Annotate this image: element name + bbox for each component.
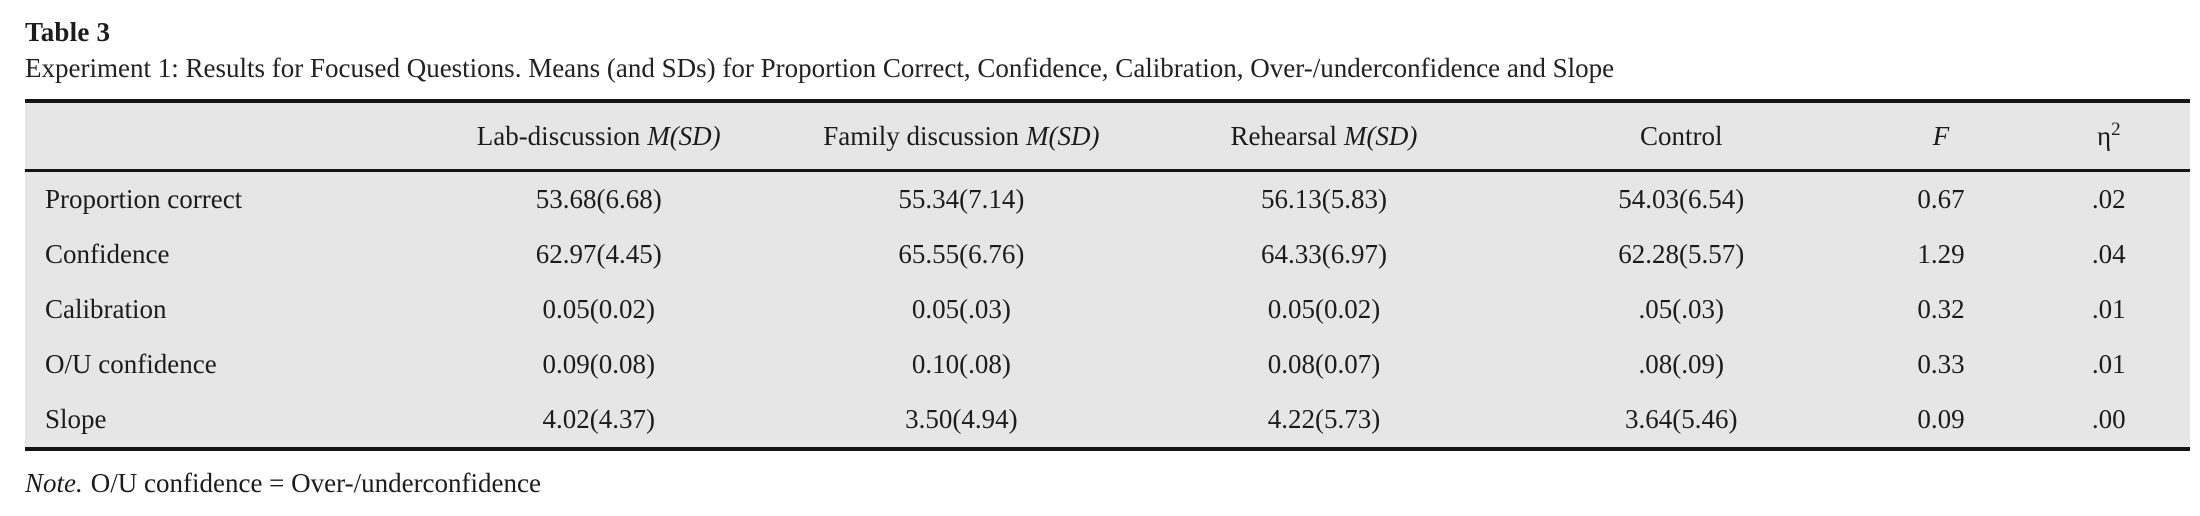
- cell-value: 62.28(5.57): [1618, 239, 1745, 269]
- cell-value: 65.55(6.76): [898, 239, 1025, 269]
- cell-value: 4.22(5.73): [1267, 404, 1381, 434]
- row-label: Calibration: [45, 294, 167, 324]
- header-f-statistic: F: [1854, 101, 2028, 172]
- note-label: Note.: [25, 468, 83, 498]
- row-label: Slope: [45, 404, 107, 434]
- header-label: F: [1932, 120, 1950, 151]
- cell-value: 0.67: [1917, 184, 1965, 214]
- header-row: Lab-discussion M(SD) Family discussion M(S…: [25, 101, 2190, 172]
- cell-value: 1.29: [1917, 239, 1965, 269]
- header-label: η: [2096, 120, 2112, 151]
- header-control: Control: [1508, 101, 1855, 172]
- table-row-calibration: Calibration 0.05(0.02) 0.05(.03) 0.05(0.…: [25, 282, 2190, 337]
- results-table: Lab-discussion M(SD) Family discussion M(S…: [25, 99, 2190, 451]
- cell-value: 0.09: [1917, 404, 1965, 434]
- header-eta-squared: η2: [2027, 101, 2190, 172]
- table-note: Note. O/U confidence = Over-/underconfide…: [25, 467, 2190, 499]
- header-label: Lab-discussion: [476, 120, 641, 151]
- header-empty-cell: [25, 101, 415, 172]
- cell-value: 56.13(5.83): [1260, 184, 1387, 214]
- cell-value: 53.68(6.68): [535, 184, 662, 214]
- cell-value: 0.05(.03): [911, 294, 1011, 324]
- header-family-discussion: Family discussion M(SD): [782, 101, 1140, 172]
- cell-value: 62.97(4.45): [535, 239, 662, 269]
- cell-value: 55.34(7.14): [898, 184, 1025, 214]
- row-label: Confidence: [45, 239, 170, 269]
- cell-value: .01: [2091, 294, 2126, 324]
- header-stat-notation: M(SD): [1343, 120, 1418, 151]
- table-title: Table 3: [25, 17, 111, 47]
- header-stat-notation: M(SD): [1025, 120, 1100, 151]
- row-label: O/U confidence: [45, 349, 217, 379]
- row-label: Proportion correct: [45, 184, 243, 214]
- header-rehearsal: Rehearsal M(SD): [1139, 101, 1508, 172]
- table-row-confidence: Confidence 62.97(4.45) 65.55(6.76) 64.33…: [25, 227, 2190, 282]
- header-label: Family discussion: [823, 120, 1019, 151]
- header-lab-discussion: Lab-discussion M(SD): [414, 101, 783, 172]
- table-row-slope: Slope 4.02(4.37) 3.50(4.94) 4.22(5.73) 3…: [25, 392, 2190, 449]
- cell-value: 3.64(5.46): [1624, 404, 1738, 434]
- note-text: O/U confidence = Over-/underconfidence: [90, 468, 541, 498]
- cell-value: 64.33(6.97): [1260, 239, 1387, 269]
- cell-value: .02: [2091, 184, 2126, 214]
- cell-value: .08(.09): [1638, 349, 1724, 379]
- cell-value: 0.10(.08): [911, 349, 1011, 379]
- header-label: Control: [1639, 120, 1723, 151]
- superscript-2: 2: [2111, 118, 2121, 140]
- cell-value: 0.05(0.02): [1267, 294, 1381, 324]
- cell-value: .05(.03): [1638, 294, 1724, 324]
- header-label: Rehearsal: [1230, 120, 1337, 151]
- cell-value: 0.08(0.07): [1267, 349, 1381, 379]
- table-row-ou-confidence: O/U confidence 0.09(0.08) 0.10(.08) 0.08…: [25, 337, 2190, 392]
- cell-value: 0.09(0.08): [542, 349, 655, 379]
- cell-value: 0.05(0.02): [542, 294, 655, 324]
- cell-value: 54.03(6.54): [1618, 184, 1745, 214]
- table-caption: Experiment 1: Results for Focused Questi…: [25, 53, 1615, 83]
- table-row-proportion-correct: Proportion correct 53.68(6.68) 55.34(7.1…: [25, 171, 2190, 228]
- cell-value: 0.32: [1917, 294, 1965, 324]
- cell-value: 4.02(4.37): [542, 404, 655, 434]
- header-stat-notation: M(SD): [647, 120, 721, 151]
- cell-value: .04: [2091, 239, 2126, 269]
- cell-value: 3.50(4.94): [905, 404, 1018, 434]
- cell-value: .01: [2091, 349, 2126, 379]
- cell-value: .00: [2091, 404, 2126, 434]
- cell-value: 0.33: [1917, 349, 1965, 379]
